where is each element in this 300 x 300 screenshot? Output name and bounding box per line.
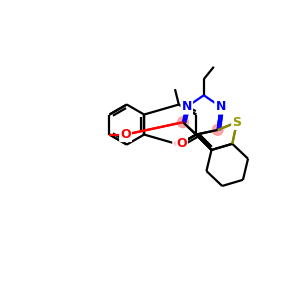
Text: O: O bbox=[176, 136, 187, 149]
Circle shape bbox=[212, 124, 223, 135]
Text: S: S bbox=[232, 116, 242, 129]
Text: N: N bbox=[182, 100, 192, 113]
Text: O: O bbox=[173, 138, 184, 151]
Text: N: N bbox=[182, 100, 192, 113]
Text: O: O bbox=[176, 136, 187, 149]
Text: O: O bbox=[120, 128, 131, 141]
Text: S: S bbox=[232, 116, 242, 129]
Circle shape bbox=[178, 117, 188, 128]
Text: N: N bbox=[216, 100, 226, 113]
Text: O: O bbox=[173, 138, 184, 151]
Text: O: O bbox=[120, 128, 131, 141]
Text: N: N bbox=[216, 100, 226, 113]
